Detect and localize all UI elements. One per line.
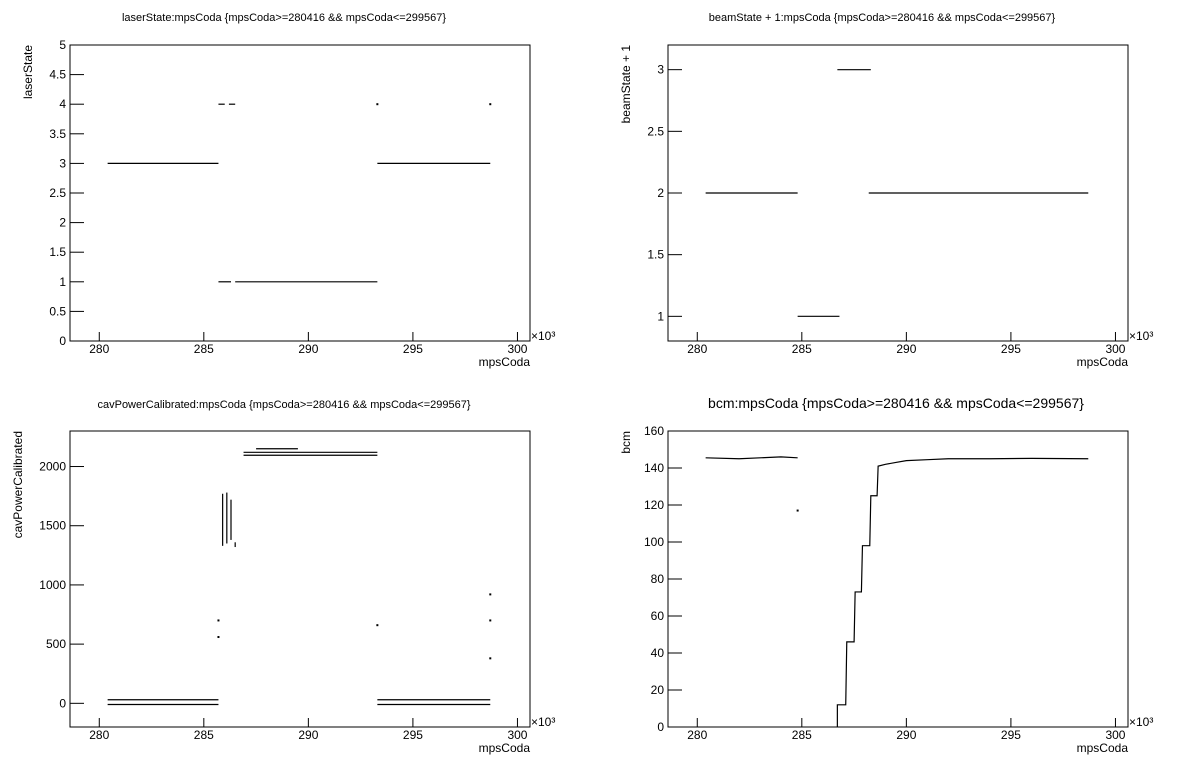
y-tick-label: 100: [644, 535, 664, 549]
y-axis-label: beamState + 1: [619, 45, 633, 124]
point: [376, 624, 379, 627]
x-exponent: ×10³: [531, 715, 555, 729]
x-tick-label: 280: [687, 342, 707, 356]
y-tick-label: 3: [657, 63, 664, 77]
x-tick-label: 285: [194, 728, 214, 742]
y-axis-label: bcm: [619, 431, 633, 454]
y-tick-label: 160: [644, 424, 664, 438]
y-tick-label: 0: [59, 696, 66, 710]
x-tick-label: 290: [298, 728, 318, 742]
x-axis-label: mpsCoda: [1077, 741, 1129, 755]
y-tick-label: 1.5: [49, 245, 66, 259]
y-tick-label: 1.5: [647, 248, 664, 262]
x-tick-label: 295: [1001, 728, 1021, 742]
y-tick-label: 2: [59, 216, 66, 230]
point: [217, 619, 220, 622]
x-axis-label: mpsCoda: [1077, 355, 1129, 369]
chart-title: laserState:mpsCoda {mpsCoda>=280416 && m…: [122, 12, 446, 24]
y-tick-label: 4.5: [49, 68, 66, 82]
y-tick-label: 120: [644, 498, 664, 512]
chart-title: cavPowerCalibrated:mpsCoda {mpsCoda>=280…: [97, 399, 470, 411]
y-tick-label: 2.5: [49, 186, 66, 200]
x-exponent: ×10³: [531, 329, 555, 343]
y-axis-label: laserState: [21, 45, 35, 99]
y-tick-label: 40: [651, 646, 665, 660]
plot-frame: [667, 430, 1129, 728]
x-tick-label: 300: [507, 728, 527, 742]
x-tick-label: 280: [89, 728, 109, 742]
x-tick-label: 295: [403, 728, 423, 742]
data-line: [705, 456, 798, 460]
y-tick-label: 500: [46, 637, 66, 651]
x-exponent: ×10³: [1129, 329, 1153, 343]
y-axis-label: cavPowerCalibrated: [11, 431, 25, 538]
y-tick-label: 60: [651, 609, 665, 623]
x-tick-label: 290: [298, 342, 318, 356]
y-tick-label: 1: [657, 309, 664, 323]
point: [489, 593, 492, 596]
x-tick-label: 295: [403, 342, 423, 356]
x-tick-label: 285: [792, 728, 812, 742]
x-tick-label: 280: [89, 342, 109, 356]
point: [796, 509, 799, 512]
x-tick-label: 300: [507, 342, 527, 356]
y-tick-label: 4: [59, 97, 66, 111]
y-tick-label: 1000: [39, 578, 66, 592]
point: [489, 103, 492, 106]
point: [489, 619, 492, 622]
y-tick-label: 3.5: [49, 127, 66, 141]
x-tick-label: 285: [194, 342, 214, 356]
y-tick-label: 0: [657, 720, 664, 734]
x-tick-label: 290: [896, 342, 916, 356]
y-tick-label: 0: [59, 334, 66, 348]
y-tick-label: 2.5: [647, 124, 664, 138]
y-tick-label: 20: [651, 683, 665, 697]
y-tick-label: 1: [59, 275, 66, 289]
x-exponent: ×10³: [1129, 715, 1153, 729]
point: [489, 657, 492, 660]
x-tick-label: 300: [1105, 728, 1125, 742]
x-tick-label: 290: [896, 728, 916, 742]
y-tick-label: 80: [651, 572, 665, 586]
y-tick-label: 140: [644, 461, 664, 475]
x-tick-label: 300: [1105, 342, 1125, 356]
y-tick-label: 2000: [39, 460, 66, 474]
data-line: [836, 457, 1089, 727]
x-tick-label: 285: [792, 342, 812, 356]
x-axis-label: mpsCoda: [479, 741, 531, 755]
x-axis-label: mpsCoda: [479, 355, 531, 369]
y-tick-label: 2: [657, 186, 664, 200]
chart-title: beamState + 1:mpsCoda {mpsCoda>=280416 &…: [709, 12, 1056, 24]
plot-frame: [69, 44, 531, 342]
plot-frame: [69, 430, 531, 728]
x-tick-label: 295: [1001, 342, 1021, 356]
point: [376, 103, 379, 106]
y-tick-label: 3: [59, 156, 66, 170]
point: [217, 636, 220, 639]
y-tick-label: 5: [59, 38, 66, 52]
y-tick-label: 1500: [39, 519, 66, 533]
chart-title: bcm:mpsCoda {mpsCoda>=280416 && mpsCoda<…: [708, 395, 1084, 411]
y-tick-label: 0.5: [49, 304, 66, 318]
x-tick-label: 280: [687, 728, 707, 742]
